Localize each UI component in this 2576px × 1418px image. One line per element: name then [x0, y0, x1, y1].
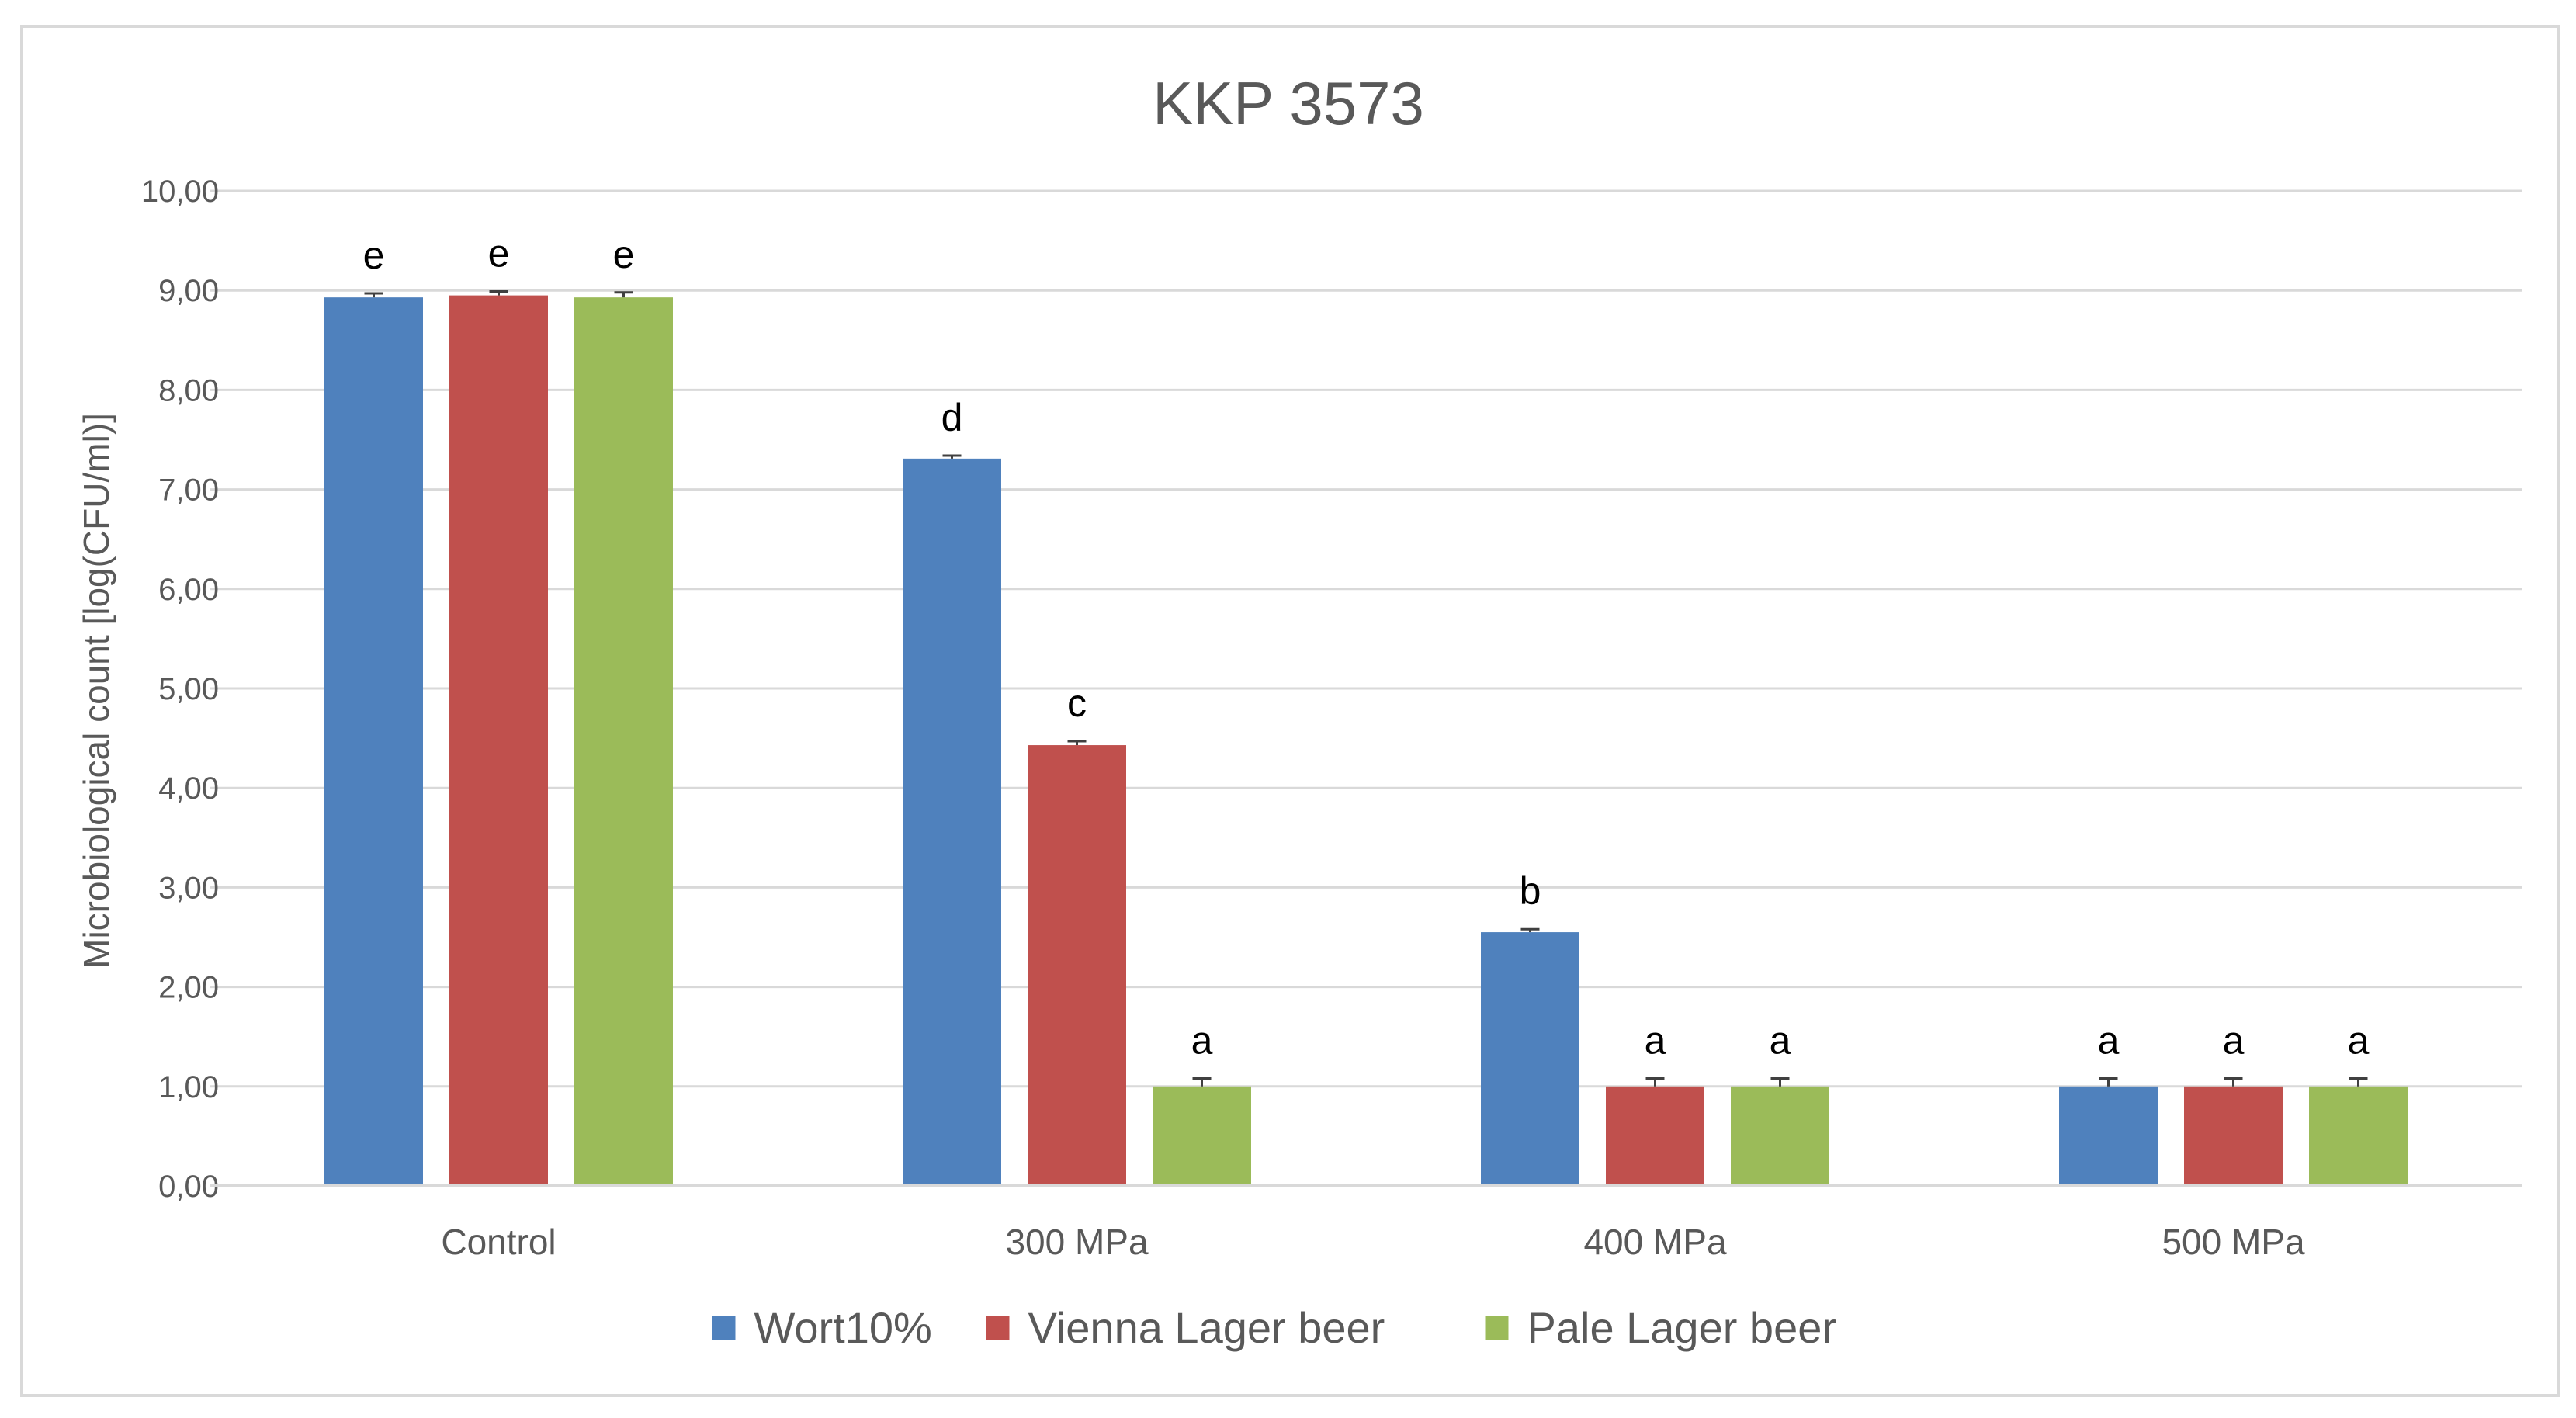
significance-label: a [2223, 1019, 2245, 1063]
significance-label: e [363, 234, 385, 277]
significance-label: a [1191, 1019, 1213, 1063]
bar [1153, 1086, 1251, 1186]
y-tick-label: 3,00 [158, 871, 219, 905]
bar [2059, 1086, 2158, 1186]
legend-swatch [986, 1316, 1010, 1340]
y-tick-label: 9,00 [158, 274, 219, 308]
y-tick-label: 5,00 [158, 672, 219, 706]
chart-title: KKP 3573 [1153, 69, 1424, 137]
bar [903, 458, 1001, 1186]
significance-label: b [1520, 869, 1541, 913]
x-tick-label: Control [441, 1222, 556, 1262]
bar [2184, 1086, 2283, 1186]
bar [574, 297, 673, 1186]
significance-label: c [1067, 681, 1087, 725]
y-tick-label: 7,00 [158, 473, 219, 508]
bar [449, 295, 548, 1186]
significance-label: a [1645, 1019, 1666, 1063]
bar [324, 297, 423, 1186]
bars [324, 295, 2408, 1186]
legend-swatch [712, 1316, 736, 1340]
x-tick-label: 500 MPa [2162, 1222, 2305, 1262]
bar [1606, 1086, 1704, 1186]
legend-label: Pale Lager beer [1527, 1303, 1837, 1352]
bar [2309, 1086, 2408, 1186]
bar [1028, 745, 1126, 1186]
bar [1481, 932, 1579, 1186]
significance-label: a [2098, 1019, 2120, 1063]
y-tick-label: 6,00 [158, 573, 219, 607]
y-tick-label: 0,00 [158, 1170, 219, 1204]
y-axis-label: Microbiological count [log(CFU/ml)] [76, 413, 116, 969]
bar [1731, 1086, 1829, 1186]
gridlines [210, 189, 2522, 1088]
significance-label: a [1770, 1019, 1791, 1063]
significance-labels: e e e d c a b a a a a a [363, 231, 2370, 1062]
significance-label: e [613, 233, 635, 276]
legend: Wort10% Vienna Lager beer Pale Lager beer [712, 1303, 1837, 1352]
y-tick-label: 2,00 [158, 971, 219, 1005]
error-bars [364, 289, 2368, 1087]
significance-label: a [2348, 1019, 2370, 1063]
x-tick-label: 300 MPa [1005, 1222, 1149, 1262]
y-tick-label: 10,00 [141, 175, 219, 209]
x-tick-label: 400 MPa [1583, 1222, 1727, 1262]
y-tick-label: 1,00 [158, 1070, 219, 1104]
y-tick-label: 8,00 [158, 373, 219, 407]
significance-label: d [941, 396, 963, 439]
legend-label: Vienna Lager beer [1028, 1303, 1385, 1352]
significance-label: e [488, 231, 510, 275]
y-tick-label: 4,00 [158, 771, 219, 806]
legend-swatch [1485, 1316, 1509, 1340]
x-axis-categories: Control 300 MPa 400 MPa 500 MPa [441, 1222, 2305, 1262]
legend-label: Wort10% [754, 1303, 932, 1352]
y-axis-ticks: 0,00 1,00 2,00 3,00 4,00 5,00 6,00 7,00 8,00 9,00… [141, 175, 219, 1204]
